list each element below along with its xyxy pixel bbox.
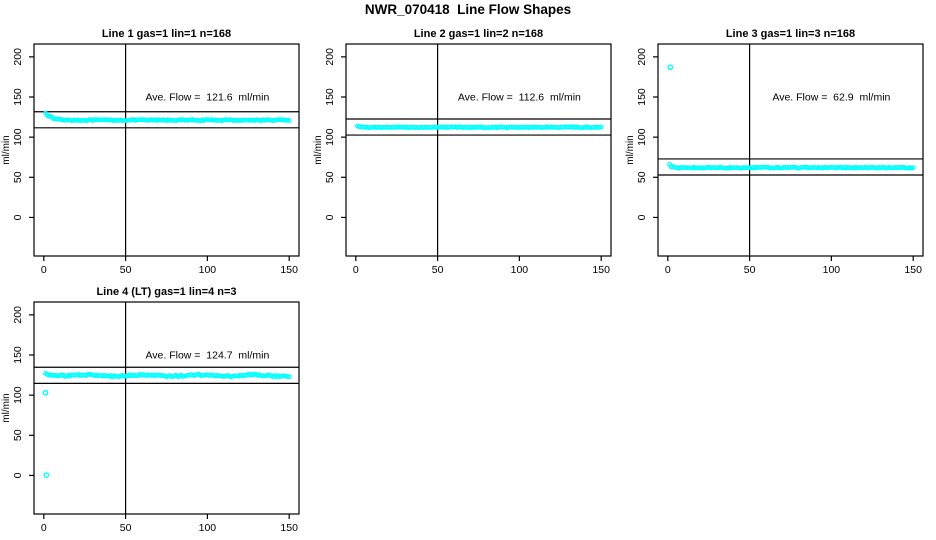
x-tick-label: 0	[41, 264, 47, 276]
y-tick-label: 100	[12, 386, 24, 404]
outlier-point	[42, 389, 49, 396]
y-tick-label: 100	[636, 128, 648, 146]
panel-line-3: 0 50 100 150 0 50 100 150 200 ml/min Line 3 gas=1 …	[624, 24, 936, 282]
y-tick-label: 200	[12, 48, 24, 66]
x-tick-label: 0	[353, 264, 359, 276]
y-tick-label: 50	[12, 171, 24, 183]
y-tick-label: 0	[12, 472, 24, 478]
y-tick-label: 150	[324, 88, 336, 106]
y-tick-label: 100	[12, 128, 24, 146]
panel-grid: 0 50 100 150 0 50 100 150 200 ml/min Line 1 gas=1 …	[0, 24, 936, 540]
ave-flow-annotation: Ave. Flow = 124.7 ml/min	[145, 350, 269, 362]
panel-line-4: 0 50 100 150 0 50 100 150 200 ml/min Line 4 (LT) g…	[0, 282, 312, 540]
plot-4: 0 50 100 150 0 50 100 150 200 ml/min Line 4 (LT) g…	[1, 286, 300, 534]
data-points	[43, 110, 292, 124]
ave-flow-annotation: Ave. Flow = 112.6 ml/min	[458, 92, 581, 104]
y-tick-label: 150	[12, 88, 24, 106]
plot-box	[33, 301, 300, 515]
panel-title: Line 3 gas=1 lin=3 n=168	[726, 28, 855, 40]
y-tick-label: 200	[324, 48, 336, 66]
data-points	[355, 123, 604, 131]
y-axis-label: ml/min	[1, 135, 12, 164]
panel-title: Line 4 (LT) gas=1 lin=4 n=3	[96, 286, 236, 298]
y-tick-label: 50	[12, 429, 24, 441]
panel-title: Line 2 gas=1 lin=2 n=168	[414, 28, 543, 40]
data-point	[286, 374, 292, 380]
panel-title: Line 1 gas=1 lin=1 n=168	[102, 28, 231, 40]
x-tick-label: 0	[665, 264, 671, 276]
x-tick-label: 100	[199, 264, 217, 276]
x-tick-label: 150	[592, 264, 610, 276]
empty-panel-1	[312, 282, 624, 540]
plot-box	[657, 43, 924, 257]
y-tick-label: 200	[12, 306, 24, 324]
y-tick-label: 50	[636, 171, 648, 183]
x-tick-label: 150	[280, 522, 298, 534]
x-tick-label: 100	[199, 522, 217, 534]
outlier-point	[667, 64, 674, 71]
data-point	[598, 124, 604, 130]
panel-line-1: 0 50 100 150 0 50 100 150 200 ml/min Line 1 gas=1 …	[0, 24, 312, 282]
ave-flow-annotation: Ave. Flow = 62.9 ml/min	[772, 92, 890, 104]
plot-box	[33, 43, 300, 257]
y-tick-label: 150	[636, 88, 648, 106]
plot-box	[345, 43, 612, 257]
empty-panel-2	[624, 282, 936, 540]
data-point	[910, 165, 916, 171]
x-tick-label: 50	[120, 264, 132, 276]
x-tick-label: 50	[744, 264, 756, 276]
data-points	[42, 370, 292, 479]
y-axis-label: ml/min	[625, 135, 636, 164]
data-point	[286, 118, 292, 123]
x-tick-label: 150	[904, 264, 922, 276]
y-tick-label: 0	[324, 214, 336, 220]
outlier-point	[43, 472, 50, 479]
y-tick-label: 100	[324, 128, 336, 146]
y-tick-label: 0	[12, 214, 24, 220]
y-axis-label: ml/min	[1, 393, 12, 422]
plot-3: 0 50 100 150 0 50 100 150 200 ml/min Line 3 gas=1 …	[625, 28, 924, 276]
x-tick-label: 100	[823, 264, 841, 276]
panel-line-2: 0 50 100 150 0 50 100 150 200 ml/min Line 2 gas=1 …	[312, 24, 624, 282]
x-tick-label: 0	[41, 522, 47, 534]
data-points	[667, 64, 916, 171]
x-tick-label: 100	[511, 264, 529, 276]
y-tick-label: 0	[636, 214, 648, 220]
plot-2: 0 50 100 150 0 50 100 150 200 ml/min Line 2 gas=1 …	[313, 28, 612, 276]
x-tick-label: 50	[120, 522, 132, 534]
x-tick-label: 150	[280, 264, 298, 276]
y-tick-label: 50	[324, 171, 336, 183]
plot-1: 0 50 100 150 0 50 100 150 200 ml/min Line 1 gas=1 …	[1, 28, 300, 276]
figure-title: NWR_070418 Line Flow Shapes	[364, 2, 572, 17]
y-tick-label: 200	[636, 48, 648, 66]
y-axis-label: ml/min	[313, 135, 324, 164]
data-point	[285, 374, 290, 380]
x-tick-label: 50	[432, 264, 444, 276]
ave-flow-annotation: Ave. Flow = 121.6 ml/min	[145, 92, 269, 104]
y-tick-label: 150	[12, 346, 24, 364]
